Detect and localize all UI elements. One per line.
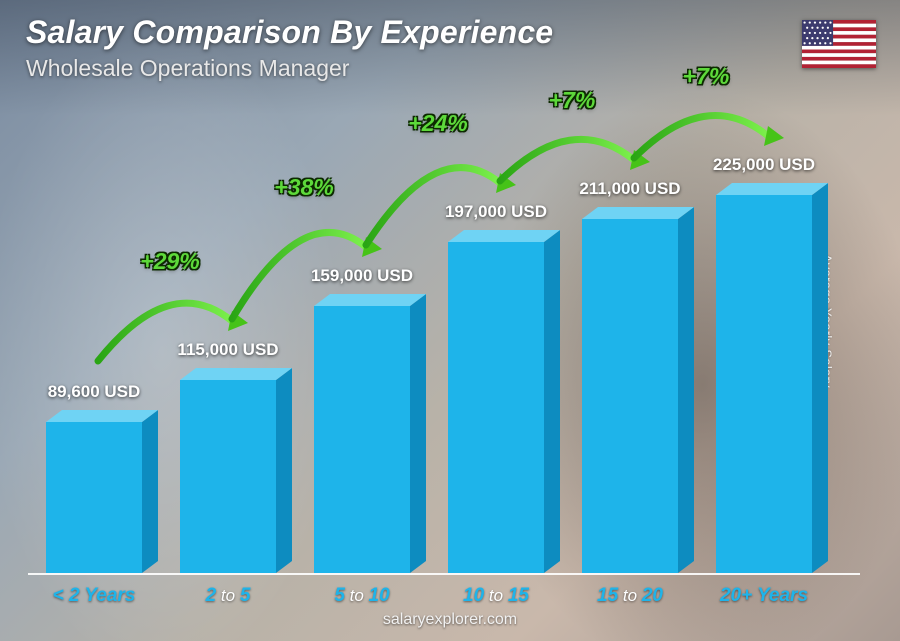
bar-top: [46, 410, 158, 422]
bar-side: [276, 368, 292, 573]
footer-credit: salaryexplorer.com: [0, 611, 900, 629]
bar-category-label: 10 to 15: [463, 585, 529, 607]
bar-value-label: 159,000 USD: [311, 266, 413, 286]
increase-badge: +7%: [683, 63, 730, 90]
bar-category-label: 15 to 20: [597, 585, 663, 607]
bar-front: [716, 195, 812, 573]
axis-baseline: [28, 573, 860, 575]
bar-front: [448, 242, 544, 573]
increase-arrow-icon: [84, 259, 256, 379]
stage: Salary Comparison By Experience Wholesal…: [0, 0, 900, 641]
increase-badge: +29%: [140, 248, 199, 275]
bar: 211,000 USD15 to 20: [582, 219, 678, 573]
us-flag-icon: [802, 20, 876, 68]
bar-category-label: 5 to 10: [334, 585, 389, 607]
bar-category-label: 20+ Years: [720, 585, 808, 607]
bar-top: [314, 294, 426, 306]
bar: 197,000 USD10 to 15: [448, 242, 544, 573]
bar-front: [180, 380, 276, 573]
bar-side: [678, 207, 694, 573]
bar-front: [582, 219, 678, 573]
bar-top: [716, 183, 828, 195]
bar-side: [142, 410, 158, 573]
bar-side: [812, 183, 828, 573]
bar-chart: 89,600 USD< 2 Years 115,000 USD2 to 5 159,…: [28, 120, 860, 573]
bar-top: [448, 230, 560, 242]
bar: 159,000 USD5 to 10: [314, 306, 410, 573]
bar-category-label: 2 to 5: [206, 585, 251, 607]
title-block: Salary Comparison By Experience Wholesal…: [26, 14, 553, 82]
bar-value-label: 89,600 USD: [48, 382, 141, 402]
increase-badge: +7%: [549, 87, 596, 114]
bar-value-label: 225,000 USD: [713, 155, 815, 175]
bar-side: [410, 294, 426, 573]
increase-badge: +38%: [274, 174, 333, 201]
page-subtitle: Wholesale Operations Manager: [26, 55, 553, 82]
bar: 225,000 USD20+ Years: [716, 195, 812, 573]
bar-top: [582, 207, 694, 219]
bar-top: [180, 368, 292, 380]
bar-front: [314, 306, 410, 573]
bar-side: [544, 230, 560, 573]
bar-front: [46, 422, 142, 573]
bar-category-label: < 2 Years: [53, 585, 136, 607]
bar: 115,000 USD2 to 5: [180, 380, 276, 573]
bar-value-label: 115,000 USD: [177, 340, 278, 360]
increase-badge: +24%: [408, 110, 467, 137]
bar: 89,600 USD< 2 Years: [46, 422, 142, 573]
bar-value-label: 211,000 USD: [579, 179, 680, 199]
page-title: Salary Comparison By Experience: [26, 14, 553, 51]
bar-value-label: 197,000 USD: [445, 202, 547, 222]
